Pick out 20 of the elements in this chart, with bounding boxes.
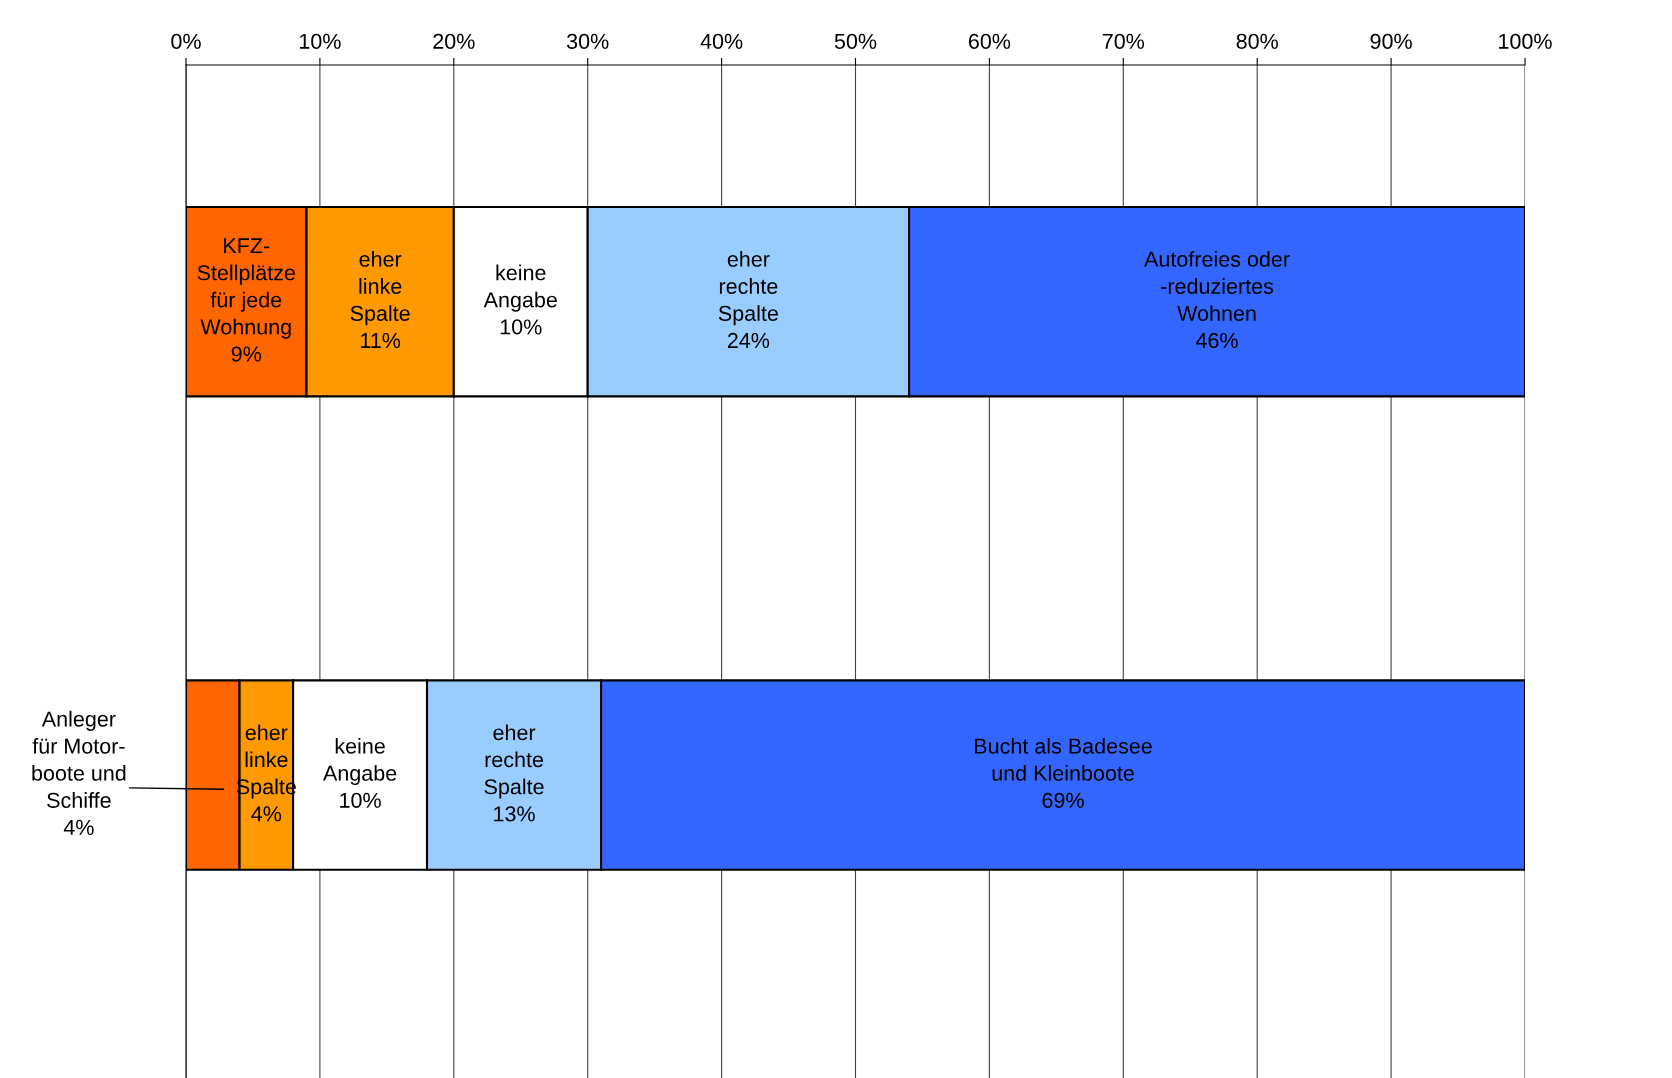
x-tick-label: 40% <box>700 33 743 49</box>
data-label: keine Angabe 10% <box>323 737 397 808</box>
x-tick-label: 70% <box>1102 33 1145 49</box>
x-tick-label: 0% <box>171 33 201 49</box>
x-tick-label: 90% <box>1370 33 1412 49</box>
x-tick-label: 100% <box>1499 33 1552 49</box>
data-label: Anleger für Motor- boote und Schiffe 4% <box>32 710 126 835</box>
x-tick-label: 50% <box>834 33 877 49</box>
data-label: eher linke Spalte 11% <box>350 251 410 349</box>
x-tick-label: 80% <box>1236 33 1278 49</box>
x-tick-label: 20% <box>433 33 475 49</box>
x-tick-label: 60% <box>968 33 1011 49</box>
data-label: Bucht als Badesee und Kleinboote 69% <box>975 737 1152 808</box>
x-tick-label: 10% <box>300 33 341 49</box>
x-tick-label: 30% <box>566 33 609 49</box>
data-label: eher rechte Spalte 13% <box>484 724 544 822</box>
data-label: KFZ- Stellplätze für jede Wohnung 9% <box>197 238 295 362</box>
data-label: eher rechte Spalte 24% <box>718 251 778 349</box>
data-label: keine Angabe 10% <box>483 264 557 335</box>
data-label: Autofreies oder -reduziertes Wohnen 46% <box>1144 251 1290 349</box>
